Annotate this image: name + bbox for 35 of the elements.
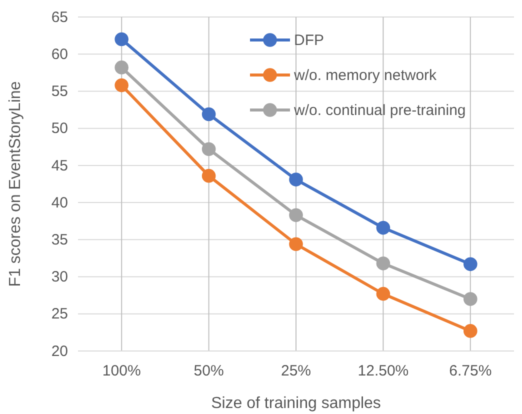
point xyxy=(463,257,478,272)
y-tick-label: 65 xyxy=(51,8,68,26)
point xyxy=(289,237,303,252)
y-tick-label: 40 xyxy=(51,194,68,212)
point xyxy=(376,220,390,235)
y-tick-label: 55 xyxy=(51,83,68,100)
y-axis-title: F1 scores on EventStoryLine xyxy=(7,81,24,287)
y-tick-label: 25 xyxy=(51,306,68,323)
y-tick-label: 30 xyxy=(51,268,68,286)
point xyxy=(376,286,390,301)
point xyxy=(202,107,216,122)
y-tick-label: 45 xyxy=(51,157,68,174)
point xyxy=(463,324,478,338)
point xyxy=(114,60,129,74)
x-tick-label: 50% xyxy=(194,362,224,380)
y-tick-label: 35 xyxy=(51,231,68,248)
legend-label: w/o. continual pre-training xyxy=(293,102,466,119)
point xyxy=(202,168,216,183)
point xyxy=(376,256,390,270)
y-tick-label: 20 xyxy=(51,342,68,360)
point xyxy=(289,172,303,186)
point xyxy=(463,292,478,306)
x-tick-label: 12.50% xyxy=(358,362,409,380)
point xyxy=(114,32,129,46)
legend-label: w/o. memory network xyxy=(293,67,438,84)
point xyxy=(114,78,129,92)
legend-label: DFP xyxy=(294,32,324,49)
x-tick-label: 100% xyxy=(102,362,141,380)
x-tick-label: 6.75% xyxy=(449,362,492,380)
x-axis-title: Size of training samples xyxy=(211,395,381,412)
y-tick-label: 50 xyxy=(51,120,68,138)
point xyxy=(202,142,216,156)
point xyxy=(289,208,303,222)
x-tick-label: 25% xyxy=(280,362,312,380)
y-tick-label: 60 xyxy=(51,46,68,63)
